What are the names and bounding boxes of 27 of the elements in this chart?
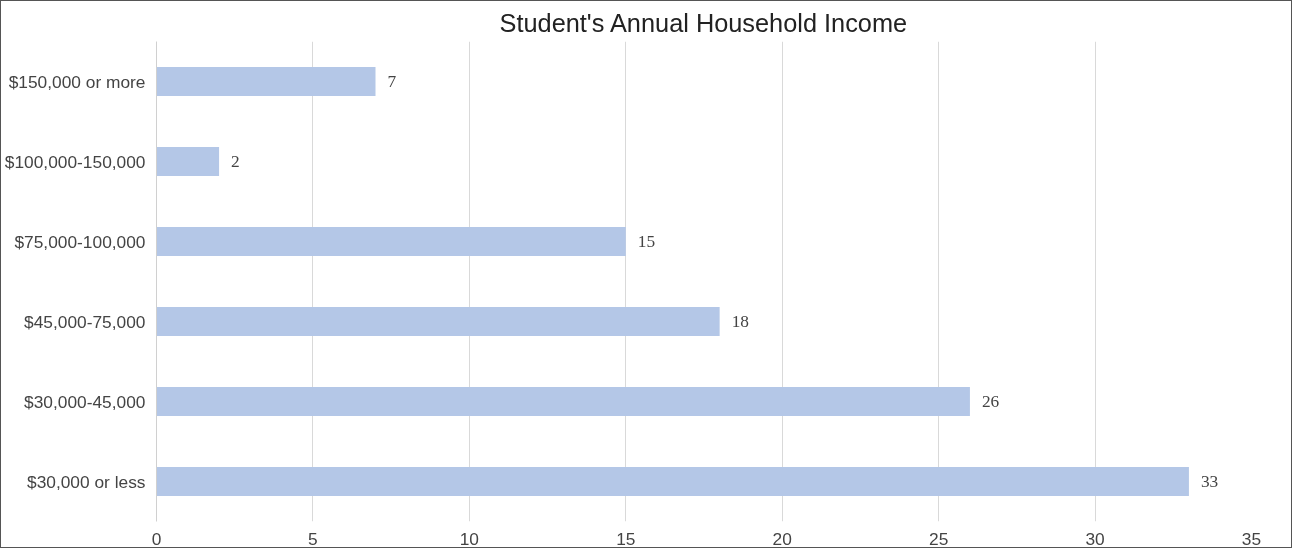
bar: [156, 467, 1189, 496]
y-tick-label: $30,000 or less: [27, 471, 146, 492]
y-tick-label: $100,000-150,000: [4, 151, 146, 172]
x-tick-label: 0: [151, 528, 162, 548]
bar: [156, 387, 970, 416]
x-tick-label: 5: [308, 528, 318, 548]
y-tick-label: $150,000 or more: [8, 71, 146, 92]
x-tick-label: 15: [616, 528, 636, 548]
data-label: 2: [231, 152, 240, 171]
bar: [156, 67, 376, 96]
bar: [156, 147, 220, 176]
y-tick-label: $30,000-45,000: [24, 391, 146, 412]
x-tick-label: 10: [459, 528, 479, 548]
data-label: 33: [1200, 472, 1219, 491]
bar: [156, 227, 626, 256]
bar: [156, 307, 720, 336]
y-tick-label: $45,000-75,000: [24, 311, 146, 332]
x-tick-label: 35: [1241, 528, 1262, 548]
y-tick-label: $75,000-100,000: [14, 231, 146, 252]
x-tick-label: 30: [1085, 528, 1105, 548]
data-label: 26: [981, 392, 1000, 411]
data-label: 18: [731, 312, 749, 331]
x-tick-label: 25: [929, 528, 949, 548]
data-label: 15: [637, 232, 656, 251]
data-label: 7: [387, 72, 397, 91]
chart-title: Student's Annual Household Income: [499, 8, 908, 37]
x-tick-label: 20: [772, 528, 792, 548]
